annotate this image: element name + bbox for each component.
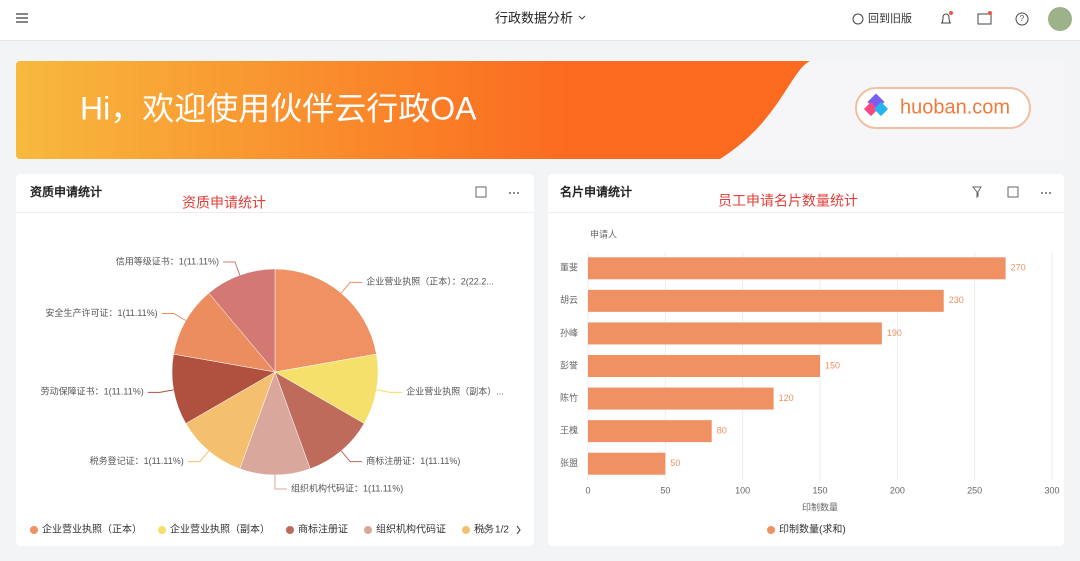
legend-swatch (364, 526, 372, 534)
legend-swatch (767, 526, 775, 534)
page-title[interactable]: 行政数据分析 (495, 10, 573, 25)
legend-label: 企业营业执照（副本） (170, 523, 270, 536)
value-label: 120 (779, 393, 794, 403)
slice-label: 税务登记证：1(11.11%) (90, 455, 184, 466)
x-tick-label: 150 (812, 485, 827, 495)
legend-swatch (286, 526, 294, 534)
legend-label: 商标注册证 (298, 523, 348, 536)
more-icon[interactable] (509, 192, 1051, 194)
x-axis-label: 印制数量 (802, 501, 838, 512)
card-title: 资质申请统计 (30, 184, 102, 199)
y-tick-label: 彭誉 (560, 359, 578, 370)
bar (588, 257, 1006, 280)
x-tick-label: 300 (1044, 485, 1059, 495)
label-line (187, 450, 210, 463)
y-tick-label: 张盟 (560, 458, 578, 468)
help-icon[interactable] (1015, 12, 1029, 26)
old-icon (852, 13, 864, 25)
slice-label: 信用等级证书：1(11.11%) (116, 255, 219, 266)
slice-label: 企业营业执照（副本）... (406, 386, 504, 397)
x-tick-label: 250 (967, 485, 982, 495)
label-line (340, 450, 363, 463)
legend-label: 组织机构代码证 (376, 523, 446, 536)
value-label: 230 (949, 295, 964, 305)
bar (588, 420, 712, 443)
bell-icon[interactable] (941, 13, 951, 24)
bar (588, 289, 944, 312)
slice-label: 商标注册证：1(11.11%) (366, 455, 460, 466)
card-title: 名片申请统计 (560, 184, 632, 199)
old-version[interactable]: 回到旧版 (868, 11, 912, 25)
x-tick-label: 200 (890, 485, 905, 495)
y-axis-label: 申请人 (590, 228, 617, 239)
top-bar (0, 0, 1080, 40)
logo-icon (863, 93, 889, 117)
legend-swatch (158, 526, 166, 534)
inbox-icon[interactable] (977, 13, 992, 25)
bar (588, 355, 820, 377)
slice-label: 企业营业执照（正本）：2(22.2... (366, 276, 494, 287)
y-tick-label: 孙峰 (560, 327, 578, 338)
logo-pill (855, 87, 1031, 129)
pie-slice (171, 353, 276, 424)
legend-swatch (30, 526, 38, 534)
y-tick-label: 王槐 (560, 425, 578, 436)
badge (949, 11, 953, 15)
value-label: 270 (1011, 263, 1026, 273)
y-tick-label: 董斐 (560, 262, 578, 273)
pie-slice (239, 371, 311, 476)
pie-slice (208, 268, 276, 373)
y-tick-label: 陈竹 (560, 392, 578, 403)
slice-label: 安全生产许可证：1(11.11%) (45, 307, 157, 318)
legend-swatch (462, 526, 470, 534)
value-label: 190 (887, 328, 902, 338)
bar (588, 452, 666, 475)
annotation: 员工申请名片数量统计 (718, 193, 858, 209)
pie-slice (173, 292, 276, 373)
value-label: 80 (717, 426, 727, 436)
x-tick-label: 0 (585, 485, 590, 495)
legend-prev[interactable] (482, 525, 487, 535)
x-tick-label: 50 (660, 485, 670, 495)
label-line (222, 261, 241, 276)
legend-next[interactable] (516, 525, 521, 535)
pie-slice (274, 371, 365, 470)
avatar[interactable] (1048, 7, 1072, 31)
card-actions[interactable] (475, 186, 1019, 199)
value-label: 150 (825, 360, 840, 370)
label-line (376, 389, 403, 393)
badge (988, 11, 992, 15)
slice-label: 组织机构代码证：1(11.11%) (291, 482, 403, 493)
y-tick-label: 胡云 (560, 294, 578, 305)
x-tick-label: 100 (735, 485, 750, 495)
slice-label: 劳动保障证书：1(11.11%) (41, 386, 144, 397)
logo-text: huoban.com (900, 96, 1010, 118)
value-label: 50 (670, 458, 680, 468)
pie-slice (185, 371, 276, 470)
menu-icon[interactable] (16, 13, 28, 23)
label-line (340, 281, 363, 294)
chevron[interactable] (578, 15, 586, 20)
legend-label: 印制数量(求和) (779, 523, 846, 536)
help-mark: ? (1020, 14, 1025, 23)
label-line (274, 475, 287, 490)
label-line (161, 313, 187, 321)
bar (588, 322, 882, 345)
legend-label: 企业营业执照（正本） (42, 523, 142, 536)
banner (16, 61, 810, 159)
bar (588, 387, 774, 410)
banner-greeting: Hi，欢迎使用伙伴云行政OA (80, 90, 477, 126)
annotation: 资质申请统计 (182, 195, 266, 211)
label-line (147, 389, 174, 393)
pie-slice (274, 353, 379, 424)
pie-slice (274, 268, 377, 373)
legend-page: 1/2 (495, 525, 509, 536)
